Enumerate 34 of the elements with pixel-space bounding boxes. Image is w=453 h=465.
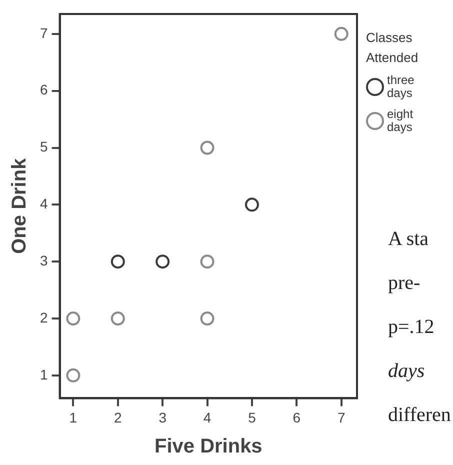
x-tick-label: 1 bbox=[69, 409, 78, 426]
y-tick-label: 4 bbox=[40, 196, 48, 212]
y-tick-label: 7 bbox=[40, 24, 48, 41]
x-tick-label: 3 bbox=[158, 409, 167, 426]
legend-title: Classes Attended bbox=[366, 29, 420, 67]
y-tick-label: 5 bbox=[40, 138, 48, 155]
y-axis-title: One Drink bbox=[8, 157, 31, 254]
point bbox=[156, 254, 170, 269]
y-tick-label: 6 bbox=[40, 82, 48, 98]
x-tick-label: 6 bbox=[292, 409, 301, 426]
x-tick-label: 4 bbox=[203, 409, 212, 426]
point bbox=[66, 312, 80, 326]
point bbox=[200, 254, 214, 269]
x-tick-label: 2 bbox=[114, 409, 122, 426]
text: differen bbox=[388, 404, 451, 428]
point bbox=[200, 312, 214, 326]
x-tick-label: 5 bbox=[248, 409, 256, 426]
point bbox=[110, 312, 125, 326]
point bbox=[200, 140, 214, 155]
point bbox=[66, 368, 80, 382]
point bbox=[110, 254, 125, 269]
text: p=.12 bbox=[388, 316, 436, 340]
x-axis-title: Five Drinks bbox=[154, 436, 262, 458]
point bbox=[334, 26, 348, 41]
text: A sta bbox=[388, 228, 430, 252]
y-tick-label: 3 bbox=[40, 252, 48, 268]
x-tick-label: 7 bbox=[337, 409, 346, 426]
legend-label: three days bbox=[387, 73, 416, 100]
text: pre- bbox=[388, 272, 422, 296]
y-tick-label: 2 bbox=[40, 309, 48, 326]
point bbox=[244, 198, 259, 212]
text: days bbox=[388, 360, 426, 384]
legend-label: eight days bbox=[387, 107, 414, 134]
y-tick-label: 1 bbox=[40, 366, 48, 382]
